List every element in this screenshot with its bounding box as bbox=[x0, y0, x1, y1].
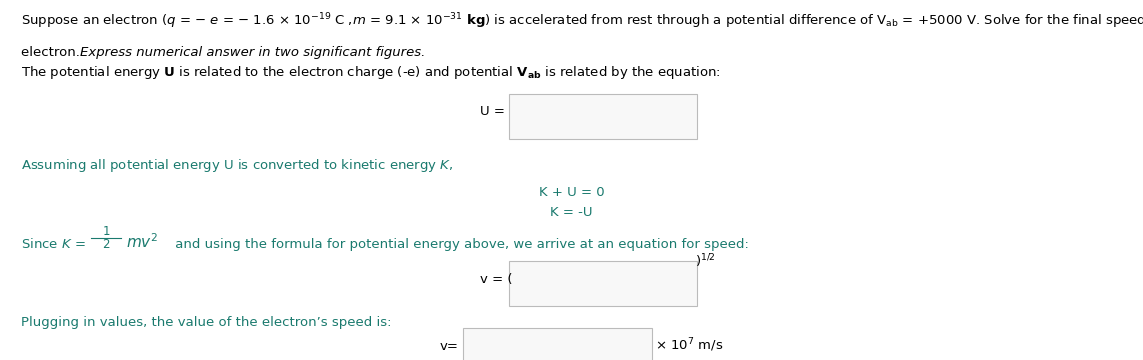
FancyBboxPatch shape bbox=[463, 328, 652, 360]
Text: )$^{1/2}$: )$^{1/2}$ bbox=[695, 252, 716, 270]
Text: $\times$ 10$^7$ m/s: $\times$ 10$^7$ m/s bbox=[655, 337, 724, 354]
Text: 2: 2 bbox=[103, 238, 110, 251]
FancyBboxPatch shape bbox=[509, 261, 697, 306]
Text: Suppose an electron ($q$ = $-$ $e$ = $-$ 1.6 $\times$ 10$^{-19}$ C ,$m$ = 9.1 $\: Suppose an electron ($q$ = $-$ $e$ = $-$… bbox=[21, 11, 1143, 31]
Text: $m$$v$$^2$: $m$$v$$^2$ bbox=[126, 233, 158, 251]
Text: Since $K$ =: Since $K$ = bbox=[21, 237, 86, 251]
Text: The potential energy $\mathbf{U}$ is related to the electron charge (-e) and pot: The potential energy $\mathbf{U}$ is rel… bbox=[21, 64, 720, 81]
Text: electron.: electron. bbox=[21, 46, 83, 59]
Text: and using the formula for potential energy above, we arrive at an equation for s: and using the formula for potential ener… bbox=[171, 238, 750, 251]
Text: K = -U: K = -U bbox=[550, 206, 593, 219]
Text: v = (: v = ( bbox=[480, 273, 512, 285]
FancyBboxPatch shape bbox=[509, 94, 697, 139]
Text: U =: U = bbox=[480, 105, 505, 118]
Text: Assuming all potential energy U is converted to kinetic energy $K$,: Assuming all potential energy U is conve… bbox=[21, 157, 453, 174]
Text: 1: 1 bbox=[103, 225, 110, 238]
Text: Plugging in values, the value of the electron’s speed is:: Plugging in values, the value of the ele… bbox=[21, 316, 391, 329]
Text: v=: v= bbox=[440, 340, 459, 353]
Text: Express numerical answer in two significant figures.: Express numerical answer in two signific… bbox=[80, 46, 425, 59]
Text: K + U = 0: K + U = 0 bbox=[538, 186, 605, 199]
